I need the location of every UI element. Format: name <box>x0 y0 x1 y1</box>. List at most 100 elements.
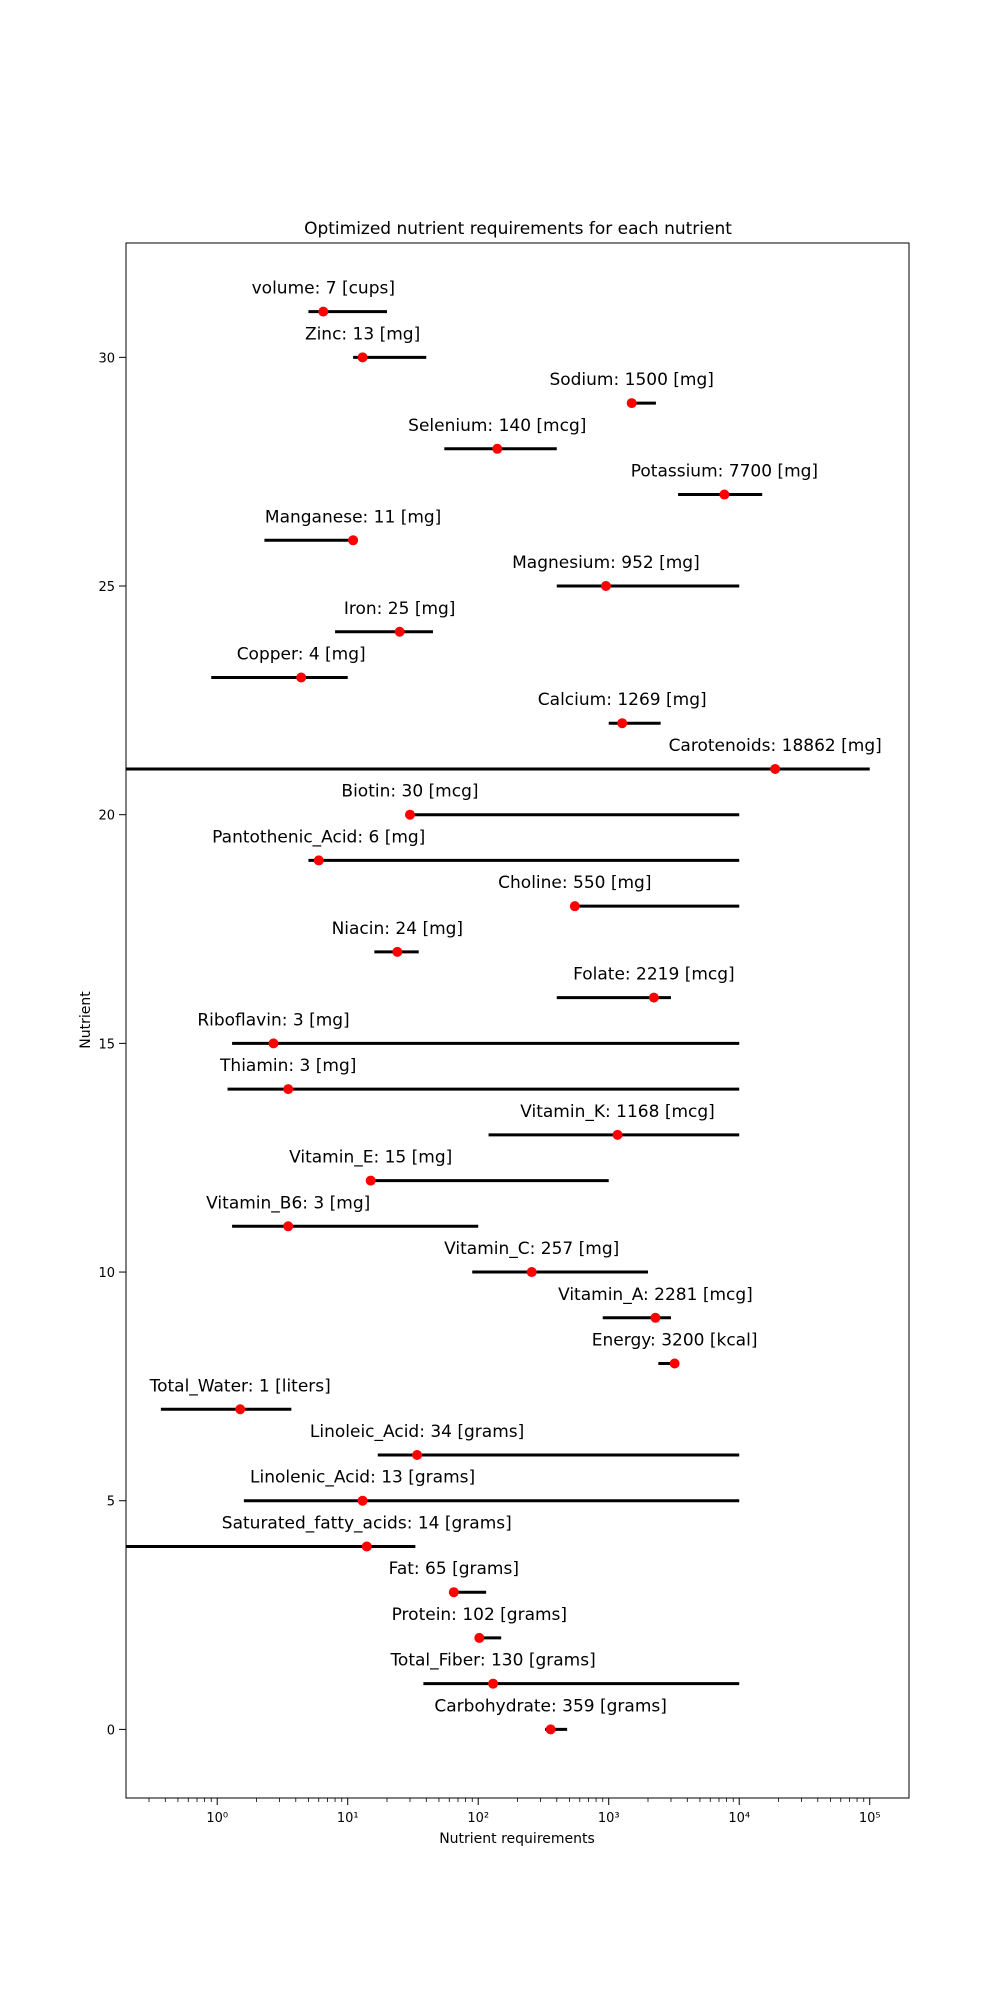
data-label: Biotin: 30 [mcg] <box>341 782 478 802</box>
data-label: Magnesium: 952 [mg] <box>512 553 700 573</box>
data-point <box>361 1541 372 1552</box>
axis-ticks: 10⁰ 10¹ 10² 10³ 10⁴ 10⁵ 0 5 10 15 20 25 30 <box>98 351 880 1826</box>
nutrient-row: Potassium: 7700 [mg] <box>631 462 818 500</box>
y-tick-label: 30 <box>98 351 115 366</box>
data-label: Vitamin_E: 15 [mg] <box>289 1148 452 1168</box>
y-tick-label: 25 <box>98 580 115 595</box>
data-point <box>650 1312 661 1323</box>
data-label: Zinc: 13 [mg] <box>305 324 420 344</box>
data-point <box>617 718 628 729</box>
nutrient-row: Vitamin_A: 2281 [mcg] <box>558 1285 753 1323</box>
data-point <box>545 1724 556 1735</box>
nutrient-row: Sodium: 1500 [mg] <box>549 370 714 409</box>
data-label: Copper: 4 [mg] <box>237 644 366 664</box>
nutrient-row: Magnesium: 952 [mg] <box>512 553 740 592</box>
nutrient-row: Folate: 2219 [mcg] <box>556 965 735 1003</box>
data-label: Iron: 25 [mg] <box>344 599 456 619</box>
data-point <box>283 1221 294 1232</box>
data-label: Selenium: 140 [mcg] <box>408 416 586 436</box>
nutrient-row: Linolenic_Acid: 13 [grams] <box>243 1468 740 1506</box>
y-axis-label: Nutrient <box>78 991 94 1049</box>
data-series: Carbohydrate: 359 [grams] Total_Fiber: 13… <box>126 279 882 1735</box>
x-tick-label: 10³ <box>598 1811 620 1826</box>
data-point <box>612 1129 623 1140</box>
y-tick-label: 5 <box>107 1495 115 1510</box>
nutrient-row: Vitamin_C: 257 [mg] <box>444 1239 648 1278</box>
data-point <box>296 672 307 683</box>
nutrient-row: Carbohydrate: 359 [grams] <box>434 1696 667 1735</box>
data-point <box>474 1632 485 1643</box>
data-point <box>313 855 324 866</box>
nutrient-row: Riboflavin: 3 [mg] <box>197 1010 740 1049</box>
nutrient-row: volume: 7 [cups] <box>252 279 395 317</box>
nutrient-row: Pantothenic_Acid: 6 [mg] <box>212 827 740 866</box>
y-tick-label: 10 <box>98 1266 115 1281</box>
y-tick-label: 15 <box>98 1037 115 1052</box>
nutrient-row: Linoleic_Acid: 34 [grams] <box>310 1422 740 1460</box>
data-label: Linolenic_Acid: 13 [grams] <box>250 1468 475 1488</box>
x-tick-label: 10¹ <box>337 1811 359 1826</box>
data-label: Sodium: 1500 [mg] <box>549 370 713 390</box>
data-point <box>283 1084 294 1095</box>
data-point <box>526 1267 537 1278</box>
data-label: Pantothenic_Acid: 6 [mg] <box>212 827 425 847</box>
data-label: Total_Fiber: 130 [grams] <box>389 1651 595 1671</box>
x-axis-label: Nutrient requirements <box>439 1831 595 1847</box>
data-label: Folate: 2219 [mcg] <box>573 965 735 985</box>
data-label: Niacin: 24 [mg] <box>332 919 463 939</box>
data-label: Thiamin: 3 [mg] <box>219 1056 356 1076</box>
nutrient-row: Energy: 3200 [kcal] <box>592 1331 758 1369</box>
data-point <box>600 581 611 592</box>
data-point <box>235 1404 246 1415</box>
data-point <box>412 1449 423 1460</box>
data-label: Manganese: 11 [mg] <box>265 507 441 527</box>
data-label: Choline: 550 [mg] <box>498 873 651 893</box>
x-tick-label: 10⁴ <box>728 1811 750 1826</box>
data-label: Vitamin_C: 257 [mg] <box>444 1239 619 1259</box>
nutrient-row: Calcium: 1269 [mg] <box>538 690 707 729</box>
nutrient-row: Thiamin: 3 [mg] <box>219 1056 740 1095</box>
nutrient-row: Protein: 102 [grams] <box>392 1605 567 1643</box>
x-tick-label: 10⁰ <box>206 1811 228 1826</box>
data-point <box>492 443 503 454</box>
data-label: Linoleic_Acid: 34 [grams] <box>310 1422 524 1442</box>
chart-title: Optimized nutrient requirements for each… <box>304 219 732 239</box>
data-label: Riboflavin: 3 [mg] <box>197 1010 349 1030</box>
data-label: Vitamin_B6: 3 [mg] <box>206 1193 370 1213</box>
x-tick-label: 10⁵ <box>859 1811 881 1826</box>
x-tick-label: 10² <box>467 1811 489 1826</box>
nutrient-row: Saturated_fatty_acids: 14 [grams] <box>126 1513 512 1552</box>
nutrient-row: Fat: 65 [grams] <box>389 1559 519 1598</box>
nutrient-row: Total_Fiber: 130 [grams] <box>389 1651 740 1689</box>
data-label: Potassium: 7700 [mg] <box>631 462 818 482</box>
data-point <box>626 398 637 409</box>
data-point <box>365 1175 376 1186</box>
y-tick-label: 0 <box>107 1723 115 1738</box>
nutrient-row: Zinc: 13 [mg] <box>305 324 427 363</box>
nutrient-row: Copper: 4 [mg] <box>211 644 366 683</box>
data-point <box>394 626 405 637</box>
data-label: Carbohydrate: 359 [grams] <box>434 1696 667 1716</box>
nutrient-row: Carotenoids: 18862 [mg] <box>126 736 882 774</box>
data-label: Calcium: 1269 [mg] <box>538 690 707 710</box>
data-label: Saturated_fatty_acids: 14 [grams] <box>222 1513 512 1533</box>
data-point <box>318 306 329 317</box>
data-point <box>348 535 359 546</box>
data-label: Protein: 102 [grams] <box>392 1605 567 1625</box>
nutrient-row: Selenium: 140 [mcg] <box>408 416 586 454</box>
data-point <box>357 1495 368 1506</box>
nutrient-row: Manganese: 11 [mg] <box>264 507 441 546</box>
data-point <box>648 992 659 1003</box>
data-label: Carotenoids: 18862 [mg] <box>669 736 882 756</box>
nutrient-row: Vitamin_E: 15 [mg] <box>289 1148 609 1186</box>
data-point <box>719 489 730 500</box>
data-point <box>569 901 580 912</box>
nutrient-row: Iron: 25 [mg] <box>335 599 455 637</box>
data-point <box>448 1587 459 1598</box>
data-label: Energy: 3200 [kcal] <box>592 1331 758 1351</box>
data-point <box>357 352 368 363</box>
data-label: Fat: 65 [grams] <box>389 1559 519 1579</box>
y-tick-label: 20 <box>98 809 115 824</box>
data-label: Vitamin_A: 2281 [mcg] <box>558 1285 753 1305</box>
data-point <box>770 763 781 774</box>
